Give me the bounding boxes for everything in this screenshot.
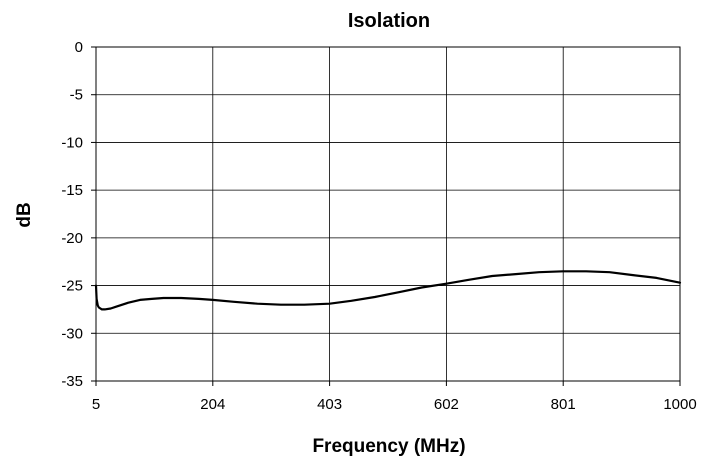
x-tick-label: 801 (551, 396, 576, 413)
y-tick-label: -25 (61, 278, 83, 295)
x-tick-label: 1000 (663, 396, 696, 413)
y-tick-label: -15 (61, 182, 83, 199)
x-tick-label: 403 (317, 396, 342, 413)
y-tick-label: 0 (75, 39, 83, 56)
x-tick-label: 602 (434, 396, 459, 413)
x-tick-label: 204 (200, 396, 225, 413)
isolation-series-line (94, 270, 682, 311)
y-tick-label: -5 (70, 87, 83, 104)
y-tick-label: -20 (61, 230, 83, 247)
plot-area (95, 46, 681, 382)
grid-lines (95, 46, 681, 382)
axis-ticks (91, 46, 681, 386)
x-tick-label: 5 (92, 396, 100, 413)
x-axis-label: Frequency (MHz) (312, 436, 465, 457)
y-axis-label: dB (14, 202, 35, 227)
x-tick-labels: 5 204 403 602 801 1000 (92, 396, 697, 413)
y-tick-label: -35 (61, 373, 83, 390)
chart-title: Isolation (348, 10, 430, 32)
y-tick-label: -10 (61, 134, 83, 151)
y-tick-label: -30 (61, 325, 83, 342)
y-tick-labels: 0 -5 -10 -15 -20 -25 -30 -35 (61, 39, 83, 390)
